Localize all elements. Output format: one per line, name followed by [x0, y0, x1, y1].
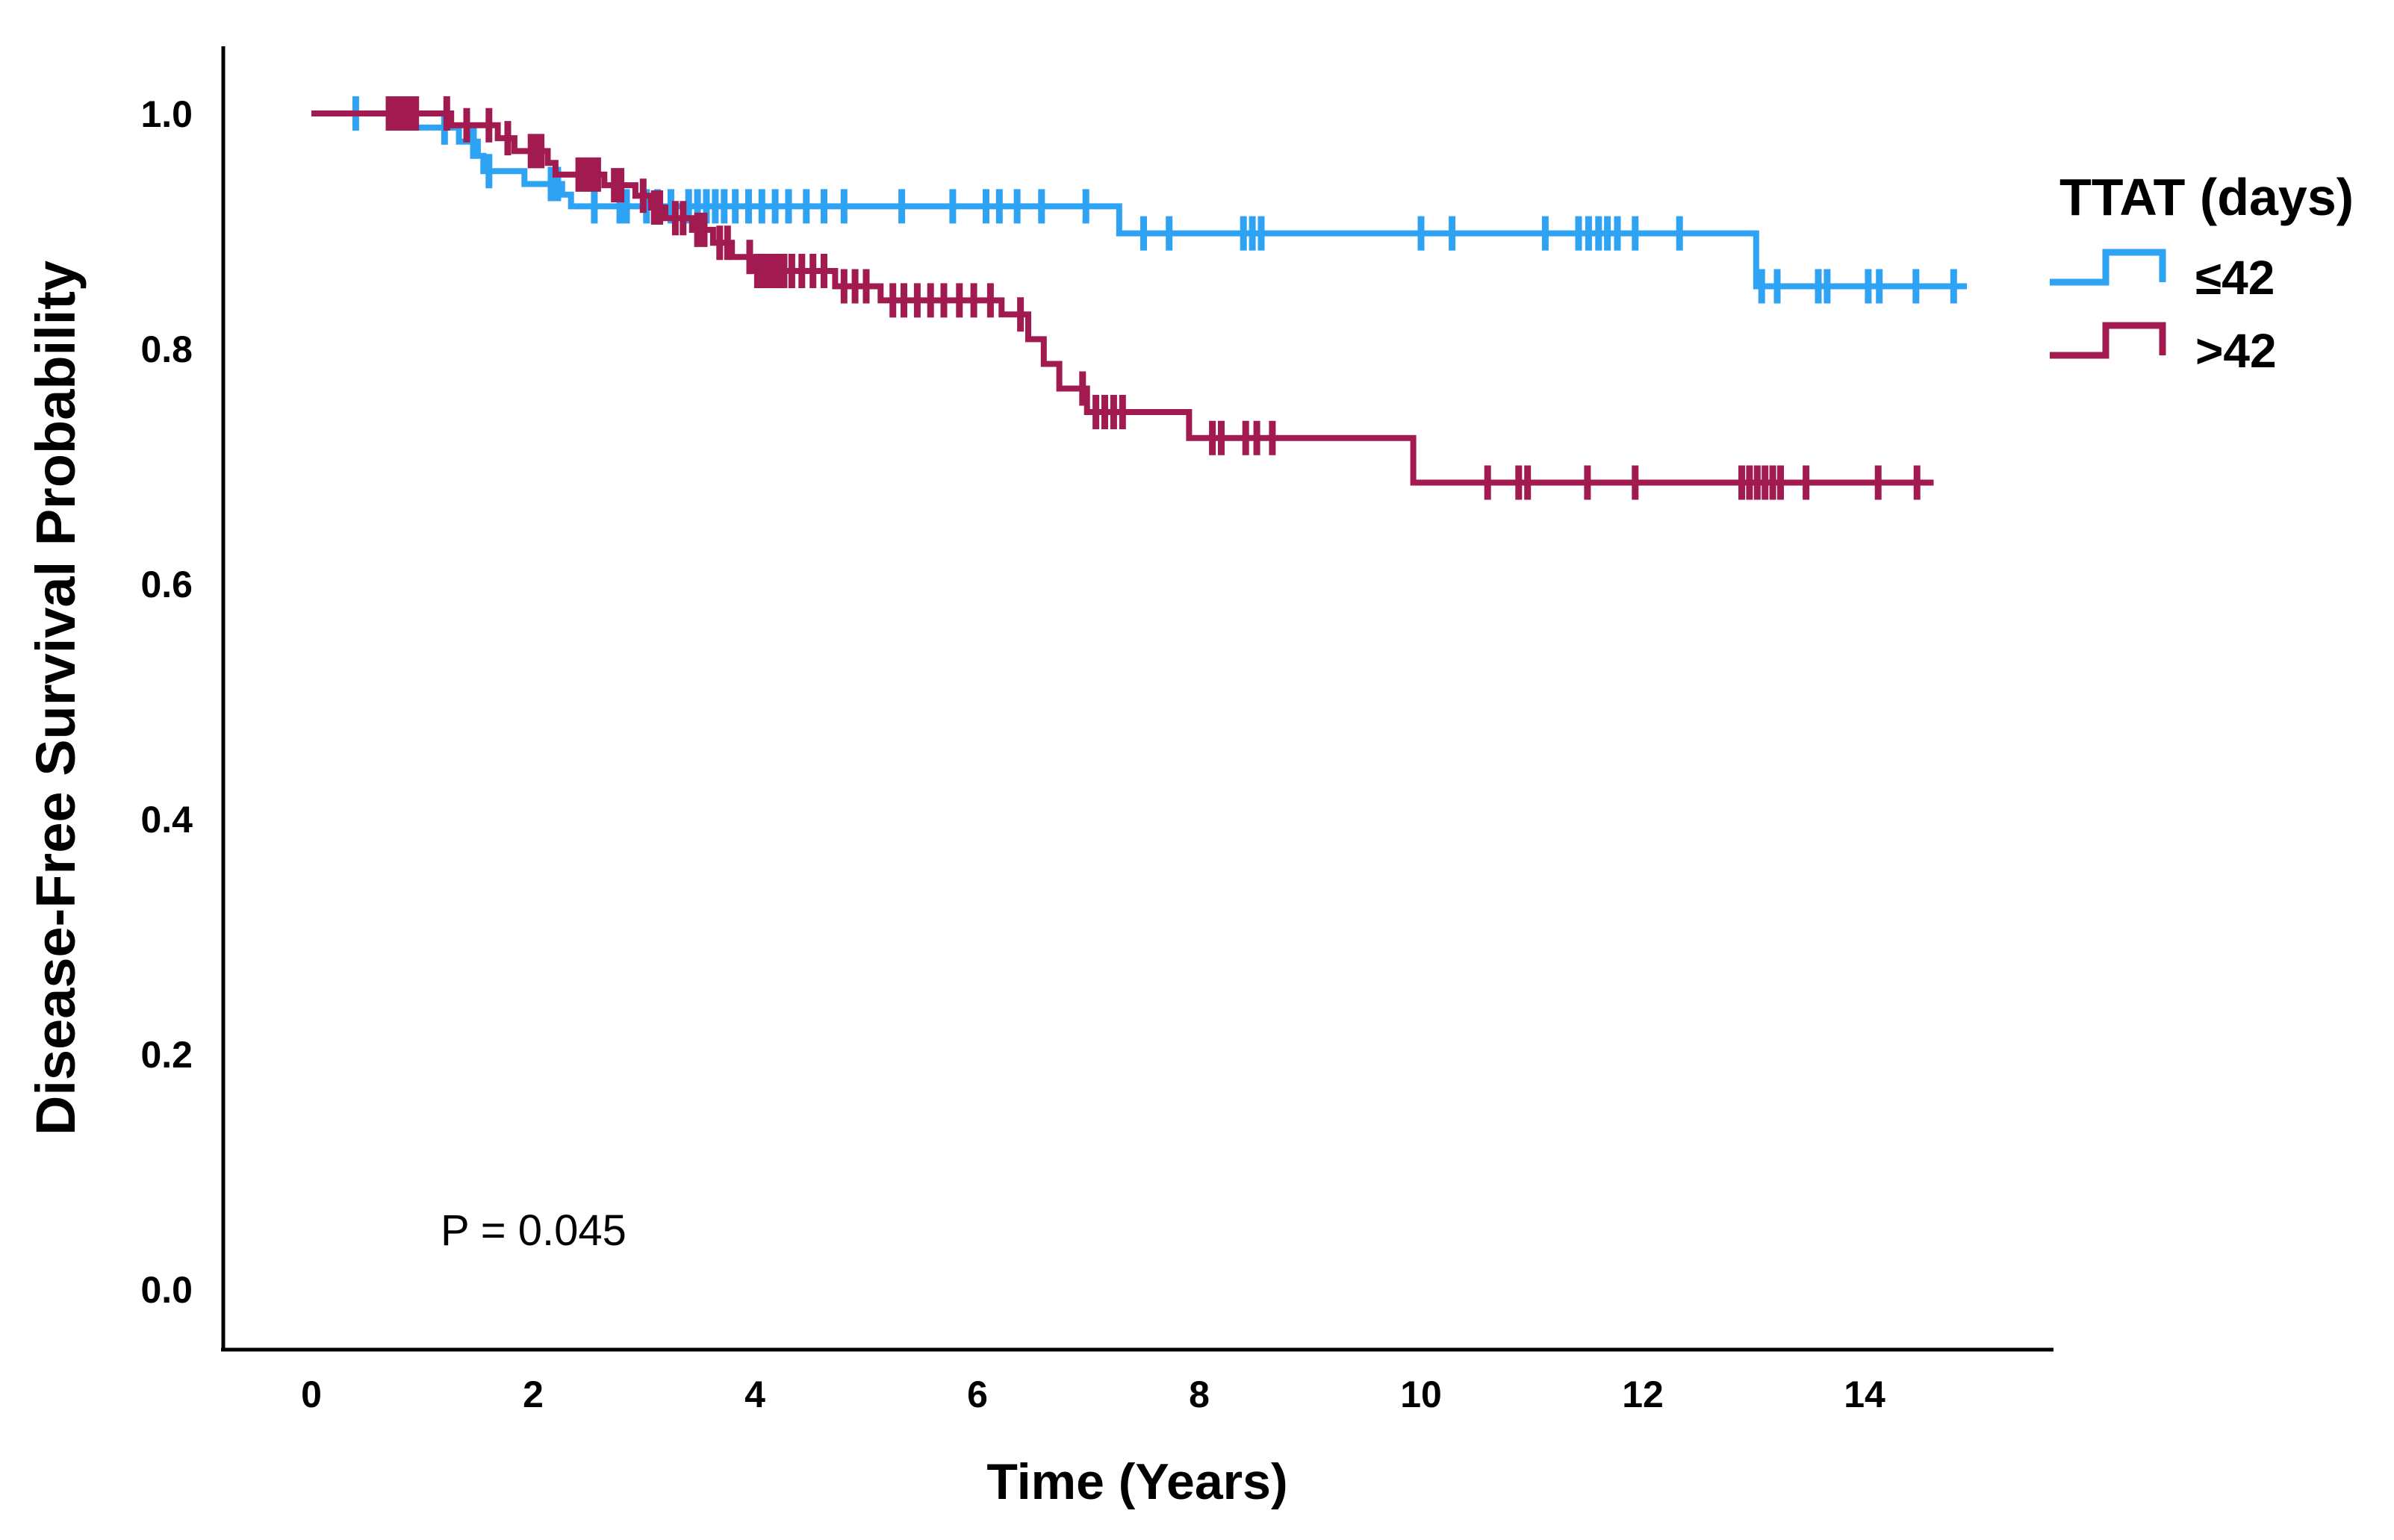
x-axis-tick-labels: 0 2 4 6 8 10 12 14: [301, 1374, 1885, 1415]
step-line-icon: [2050, 322, 2166, 359]
censor-ticks-series-0: [352, 96, 1957, 304]
y-axis-tick-labels: 1.0 0.8 0.6 0.4 0.2 0.0: [140, 93, 193, 1311]
step-line-icon: [2050, 249, 2166, 286]
y-tick-label: 0.4: [140, 799, 193, 841]
legend-label-gt42: >42: [2195, 324, 2277, 378]
y-tick-label: 0.2: [140, 1034, 193, 1076]
x-tick-label: 2: [523, 1374, 544, 1415]
censor-ticks-series-1: [385, 96, 1921, 500]
x-tick-label: 12: [1622, 1374, 1664, 1415]
y-tick-label: 0.0: [140, 1269, 193, 1311]
survival-curves-layer: [311, 96, 1968, 500]
y-tick-label: 0.6: [140, 564, 193, 605]
x-tick-label: 8: [1189, 1374, 1210, 1415]
x-tick-label: 4: [744, 1374, 765, 1415]
x-tick-label: 6: [967, 1374, 988, 1415]
x-tick-label: 0: [301, 1374, 322, 1415]
legend: TTAT (days) ≤42 >42: [2050, 168, 2354, 378]
y-tick-label: 1.0: [140, 93, 193, 135]
legend-label-le42: ≤42: [2195, 251, 2275, 305]
km-curve-series-0: [311, 110, 1968, 290]
legend-entry-gt42: >42: [2050, 322, 2277, 378]
y-tick-label: 0.8: [140, 328, 193, 370]
km-curve-series-1: [311, 110, 1934, 486]
legend-title: TTAT (days): [2059, 168, 2354, 226]
y-axis-title: Disease-Free Survival Probability: [25, 261, 87, 1135]
p-value-annotation: P = 0.045: [441, 1206, 627, 1255]
x-axis-title: Time (Years): [986, 1453, 1287, 1510]
x-tick-label: 10: [1400, 1374, 1442, 1415]
legend-entry-le42: ≤42: [2050, 249, 2275, 305]
x-tick-label: 14: [1844, 1374, 1885, 1415]
